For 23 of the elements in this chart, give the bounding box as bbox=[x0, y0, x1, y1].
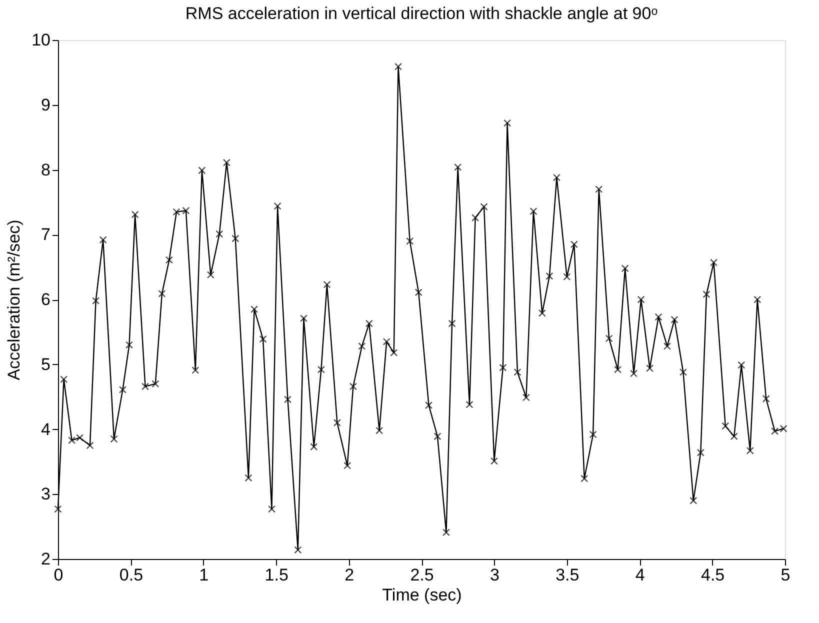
x-tick-label: 3 bbox=[490, 566, 500, 584]
x-tick-label: 1.5 bbox=[264, 566, 288, 584]
chart-title: RMS acceleration in vertical direction with shackle angle at 90ᵒ bbox=[185, 4, 658, 23]
y-tick-label: 2 bbox=[41, 550, 50, 568]
y-tick-label: 7 bbox=[41, 225, 50, 244]
y-axis-title: Acceleration (m²/sec) bbox=[4, 220, 24, 380]
y-tick-label: 6 bbox=[41, 290, 50, 309]
x-tick-label: 2 bbox=[344, 566, 354, 584]
x-tick-label: 1 bbox=[199, 566, 209, 584]
y-tick-label: 5 bbox=[41, 354, 50, 374]
x-tick-label: 4 bbox=[635, 566, 645, 584]
x-tick-label: 4.5 bbox=[700, 566, 725, 584]
x-tick-label: 5 bbox=[780, 566, 790, 584]
x-tick-label: 0.5 bbox=[119, 566, 144, 584]
y-tick-label: 3 bbox=[41, 484, 50, 504]
y-tick-label: 10 bbox=[32, 30, 50, 50]
x-axis-title: Time (sec) bbox=[382, 586, 462, 604]
x-tick-label: 3.5 bbox=[556, 566, 580, 584]
y-tick-label: 8 bbox=[41, 160, 50, 180]
x-tick-label: 2.5 bbox=[410, 566, 434, 584]
x-tick-label: 0 bbox=[54, 566, 64, 584]
y-tick-label: 9 bbox=[41, 95, 50, 114]
y-tick-label: 4 bbox=[41, 420, 50, 439]
